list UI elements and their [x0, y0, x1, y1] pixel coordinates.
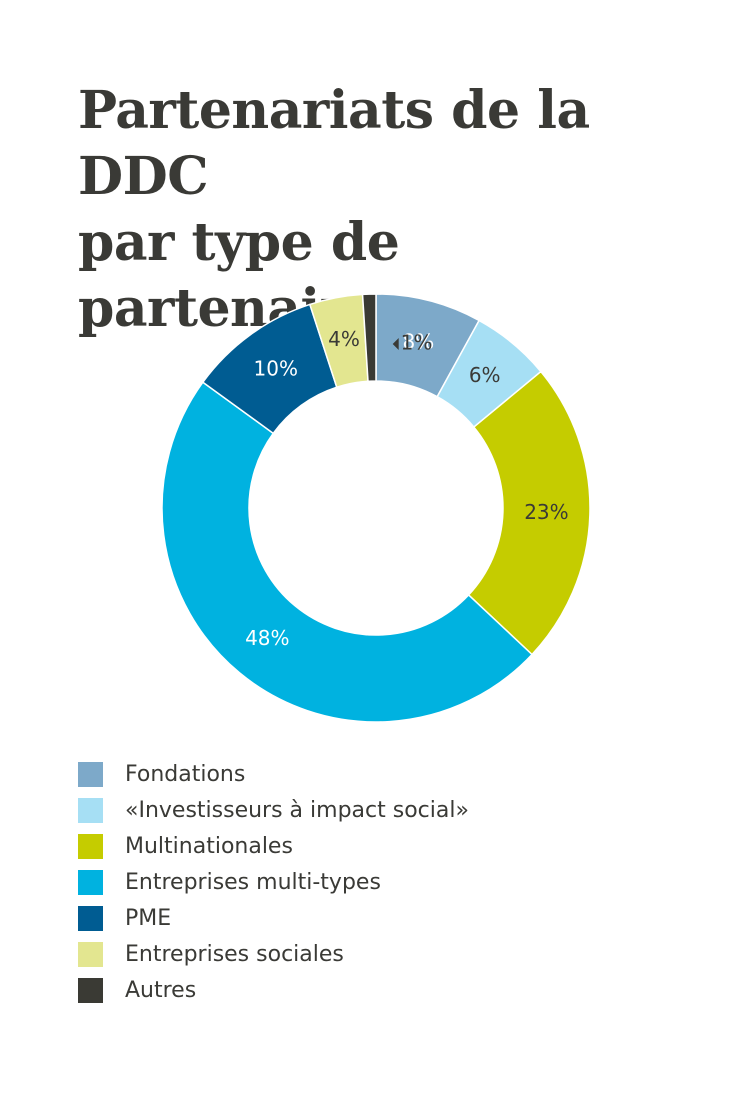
legend-item-entreprises-sociales: Entreprises sociales [78, 936, 469, 972]
legend-swatch [78, 869, 103, 895]
legend-item-investisseurs-a-impact-social: «Investisseurs à impact social» [78, 792, 469, 828]
legend-swatch [78, 761, 103, 787]
slice-entreprises-multi-types [161, 381, 534, 723]
chart-legend: Fondations «Investisseurs à impact social… [78, 756, 469, 1008]
legend-label: PME [125, 905, 172, 931]
legend-item-fondations: Fondations [78, 756, 469, 792]
legend-item-pme: PME [78, 900, 469, 936]
legend-item-autres: Autres [78, 972, 469, 1008]
data-label-autres: 1% [401, 331, 433, 355]
data-label-entreprises-sociales: 4% [328, 327, 360, 351]
legend-swatch [78, 905, 103, 931]
label-pointer-autres [392, 338, 399, 351]
chart-title: Partenariats de la DDC par type de parte… [78, 78, 718, 342]
data-label-entreprises-multi-types: 48% [245, 626, 289, 650]
data-label-investisseurs-a-impact-social: 6% [469, 363, 501, 387]
legend-label: Autres [125, 977, 197, 1003]
slice-autres [361, 293, 377, 383]
legend-label: Multinationales [125, 833, 293, 859]
legend-swatch [78, 833, 103, 859]
data-label-fondations: 8% [403, 329, 435, 353]
donut-slices [161, 293, 591, 723]
legend-label: «Investisseurs à impact social» [125, 797, 469, 823]
legend-swatch [78, 977, 103, 1003]
legend-item-entreprises-multi-types: Entreprises multi-types [78, 864, 469, 900]
chart-title-line-1: Partenariats de la DDC [78, 80, 590, 207]
legend-item-multinationales: Multinationales [78, 828, 469, 864]
data-label-pme: 10% [254, 357, 298, 381]
legend-label: Entreprises sociales [125, 941, 344, 967]
legend-swatch [78, 941, 103, 967]
donut-chart: 8% 6% 23% 48% 10% 4% 1% [161, 293, 591, 723]
slice-multinationales [467, 370, 591, 656]
donut-labels: 8% 6% 23% 48% 10% 4% 1% [245, 327, 569, 650]
legend-label: Entreprises multi-types [125, 869, 381, 895]
data-label-multinationales: 23% [524, 500, 568, 524]
legend-label: Fondations [125, 761, 246, 787]
legend-swatch [78, 797, 103, 823]
